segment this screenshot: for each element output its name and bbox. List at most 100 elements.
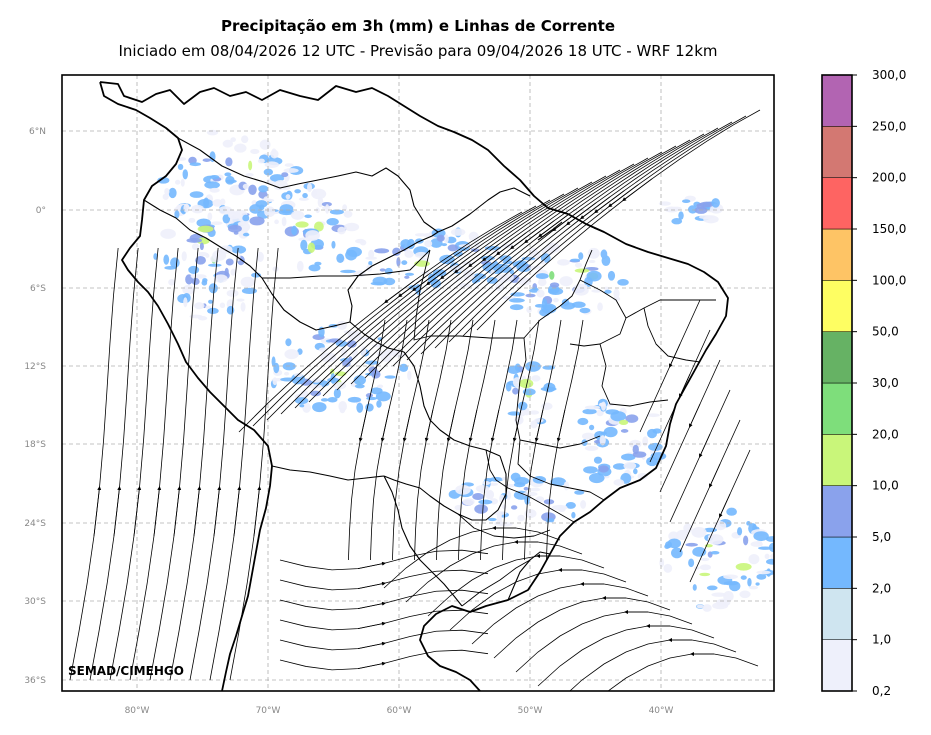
precip-cell [396,257,401,267]
precip-cell [240,302,246,312]
streamline-arrow [709,463,721,488]
precip-cell [168,187,177,199]
precip-cell [274,219,279,225]
precip-cell [208,299,213,304]
streamline-arrow [412,268,443,292]
precip-cell [711,592,727,597]
precip-cell [307,242,316,253]
precip-cell [688,558,695,568]
precip-cell [259,139,271,150]
precip-cell [578,252,584,260]
precip-cell [153,253,158,260]
precip-cell [699,572,711,577]
precip-cell [472,493,484,501]
precip-cell [723,574,739,580]
precip-cell [374,248,390,254]
precip-cell [285,338,292,347]
precip-cell [535,496,545,503]
precip-cell [513,482,526,488]
precip-cell [226,299,235,309]
streamline-arrow [580,196,611,220]
precip-cell [621,453,636,461]
precip-cell [584,405,600,410]
precip-cell [549,282,560,288]
precip-cell [524,494,530,505]
precip-cell [237,221,246,226]
precip-cell [404,272,415,276]
precip-cell [613,479,625,486]
precip-cell [210,221,223,225]
colorbar-tick-label: 30,0 [872,376,899,390]
coastline-borders [99,81,729,691]
precip-cell [682,199,691,204]
precip-cell [414,233,427,237]
precip-cell [432,269,447,277]
precip-cell [284,349,299,360]
precip-cell [281,172,289,178]
precip-cell [259,204,265,211]
precip-cell [685,542,698,547]
precip-cell [424,240,433,248]
colorbar-cell [821,228,853,281]
precip-cell [312,402,327,413]
precip-cell [507,411,522,416]
lat-label: 24°S [24,519,46,529]
precip-cell [226,289,239,297]
precip-cell [517,514,525,522]
precip-cell [241,135,249,144]
colorbar-ticks: 0,2 1,0 2,0 5,0 10,0 20,0 30,0 50,0 100,0 150,0 20… [852,68,906,698]
precip-cell [248,184,257,195]
precip-cell [710,551,720,555]
streamline-arrow [512,409,522,442]
precip-cell [737,527,743,536]
precip-cell [671,547,683,559]
precip-cell [489,477,504,482]
lat-label: 18°S [24,440,46,450]
precip-cell [502,296,516,300]
precip-cell [488,482,498,486]
precip-cell [336,253,345,263]
streamline-arrow [357,581,386,590]
colorbar-tick-label: 50,0 [872,325,899,339]
precip-cell [625,414,639,423]
precip-cell [209,151,216,163]
precip-cell [753,531,769,541]
south-america-coastline [99,81,729,691]
precip-cell [557,259,570,266]
precip-cell [509,304,524,311]
lon-label: 60°W [387,706,412,716]
precip-cell [525,293,536,298]
precip-cell [529,410,540,415]
colorbar-cell [821,126,853,178]
precip-cell [281,216,287,227]
precip-cell [583,466,598,474]
precip-cell [384,375,396,379]
precip-cell [302,402,311,413]
streamline [169,247,219,681]
precip-cell [209,174,220,180]
precip-cell [536,289,545,298]
state-borders [262,249,716,607]
precip-cell [646,413,660,418]
precip-cell [647,428,658,439]
precip-cell [191,277,200,286]
precip-cell [574,268,590,273]
precip-cell [272,377,278,386]
precip-cell [299,404,305,408]
precip-cell [770,553,774,560]
precip-cell [607,270,616,281]
precip-cell [591,289,603,293]
precip-cell [692,584,697,591]
streamline-arrow [357,641,386,650]
precip-cell [723,590,734,602]
precip-cell [401,260,408,265]
precip-cell [208,263,222,267]
precip-cell [541,303,557,314]
precip-cell [338,401,348,412]
streamline-arrow [468,244,499,268]
precip-cell [174,210,180,219]
lon-label: 70°W [256,706,281,716]
precip-cell [441,243,448,247]
precip-cell [366,396,378,401]
precip-cell [377,384,384,389]
